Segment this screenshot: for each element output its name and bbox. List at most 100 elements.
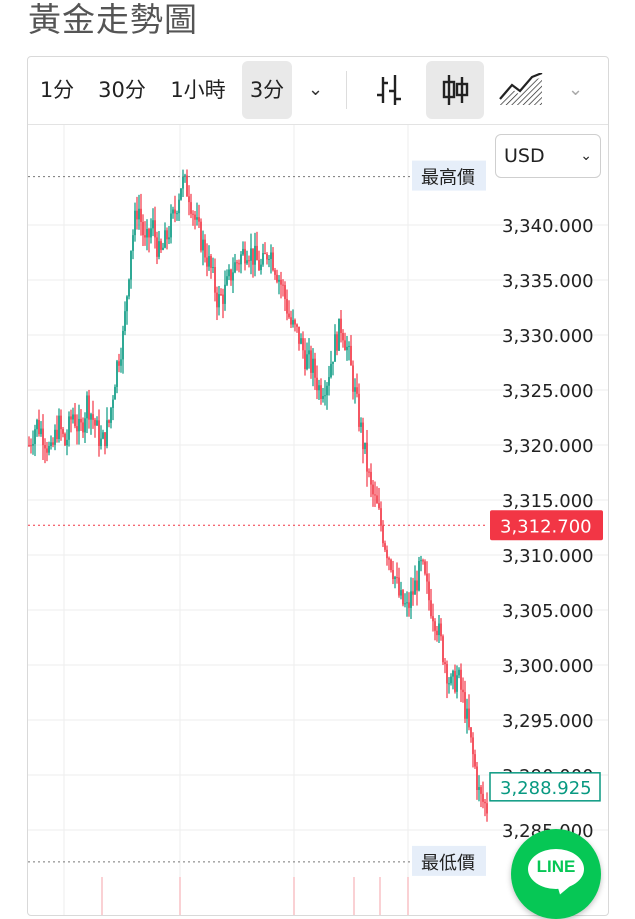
candlestick-icon[interactable] — [426, 61, 484, 119]
candle-body — [226, 276, 228, 285]
candle-body — [358, 393, 360, 427]
candle-body — [398, 577, 400, 596]
candle-body — [442, 636, 444, 663]
candle-body — [80, 418, 82, 423]
candle-body — [382, 525, 384, 544]
high-price-label: 最高價 — [421, 168, 475, 189]
candle-body — [290, 317, 292, 325]
candle-body — [376, 495, 378, 504]
candle-body — [32, 444, 34, 446]
candle-body — [264, 253, 266, 255]
candle-body — [310, 350, 312, 373]
candle-body — [192, 213, 194, 215]
area-chart-icon[interactable] — [492, 61, 550, 119]
candle-body — [448, 683, 450, 685]
candle-body — [250, 248, 252, 261]
candle-body — [336, 334, 338, 351]
candle-body — [434, 621, 436, 631]
candle-body — [400, 590, 402, 596]
candle-body — [388, 558, 390, 560]
candle-body — [362, 422, 364, 450]
low-price-label: 最低價 — [421, 853, 475, 874]
candle-body — [96, 420, 98, 426]
candle-body — [260, 264, 262, 271]
interval-3m-button[interactable]: 3分 — [242, 61, 292, 119]
candle-body — [366, 442, 368, 472]
candle-body — [318, 385, 320, 391]
candle-body — [420, 560, 422, 562]
candle-body — [104, 432, 106, 447]
candle-body — [54, 429, 56, 445]
candle-body — [296, 324, 298, 327]
bar-chart-icon[interactable] — [360, 61, 418, 119]
candle-body — [446, 664, 448, 684]
y-axis-tick-label: 3,315.000 — [502, 491, 594, 512]
chart-style-dropdown-chevron-icon[interactable]: ⌄ — [568, 79, 584, 100]
chart-toolbar: 1分 30分 1小時 3分 ⌄ — [28, 57, 608, 125]
candle-body — [36, 419, 38, 430]
chart-widget: 最高價 最低價 3,340.000 3,335.000 3,330.000 3,325.0… — [27, 56, 609, 916]
candle-body — [334, 334, 336, 362]
candle-body — [312, 358, 314, 373]
candle-body — [326, 385, 328, 396]
candle-body — [230, 269, 232, 281]
candle-body — [200, 221, 202, 251]
currency-select[interactable]: USD ⌄ — [495, 134, 601, 178]
candle-body — [262, 253, 264, 265]
candle-body — [270, 252, 272, 259]
candle-body — [214, 267, 216, 293]
candle-body — [50, 442, 52, 446]
candle-body — [438, 623, 440, 636]
candle-body — [232, 272, 234, 281]
candle-body — [418, 561, 420, 591]
candle-body — [450, 676, 452, 684]
candle-body — [322, 395, 324, 399]
candle-body — [348, 345, 350, 347]
candle-body — [240, 254, 242, 265]
candle-body — [28, 445, 30, 446]
candle-body — [256, 245, 258, 261]
low-price-label-bg — [412, 845, 486, 876]
candle-body — [480, 787, 482, 794]
y-axis-tick-label: 3,305.000 — [502, 601, 594, 622]
candle-body — [386, 549, 388, 559]
candle-body — [314, 358, 316, 378]
interval-1h-button[interactable]: 1小時 — [170, 78, 226, 102]
candle-body — [122, 330, 124, 360]
candle-body — [126, 296, 128, 312]
candle-body — [74, 414, 76, 427]
interval-30m-button[interactable]: 30分 — [98, 78, 146, 102]
candle-body — [160, 241, 162, 250]
interval-dropdown-chevron-icon[interactable]: ⌄ — [308, 79, 324, 100]
candle-body — [46, 448, 48, 453]
line-share-button[interactable]: LINE — [511, 829, 601, 919]
candle-body — [308, 350, 310, 355]
candle-body — [394, 577, 396, 580]
candle-body — [134, 210, 136, 236]
candle-body — [154, 220, 156, 238]
candle-body — [280, 279, 282, 285]
candle-body — [182, 176, 184, 189]
candle-body — [228, 269, 230, 277]
candle-body — [244, 248, 246, 264]
candle-body — [144, 235, 146, 238]
y-axis-tick-label: 3,335.000 — [502, 271, 594, 292]
y-axis-tick-label: 3,340.000 — [502, 216, 594, 237]
candle-body — [462, 689, 464, 693]
candle-body — [368, 471, 370, 473]
candle-body — [266, 254, 268, 260]
candle-body — [236, 262, 238, 264]
candle-body — [62, 429, 64, 434]
candle-body — [294, 320, 296, 325]
y-axis-tick-label: 3,330.000 — [502, 326, 594, 347]
candle-body — [146, 228, 148, 238]
candle-body — [458, 669, 460, 676]
candle-body — [64, 433, 66, 446]
candle-body — [180, 188, 182, 200]
candle-body — [474, 754, 476, 767]
interval-1m-button[interactable]: 1分 — [39, 78, 75, 102]
candle-body — [478, 787, 480, 790]
candle-body — [184, 175, 186, 177]
page-title: 黃金走勢圖 — [28, 0, 198, 39]
